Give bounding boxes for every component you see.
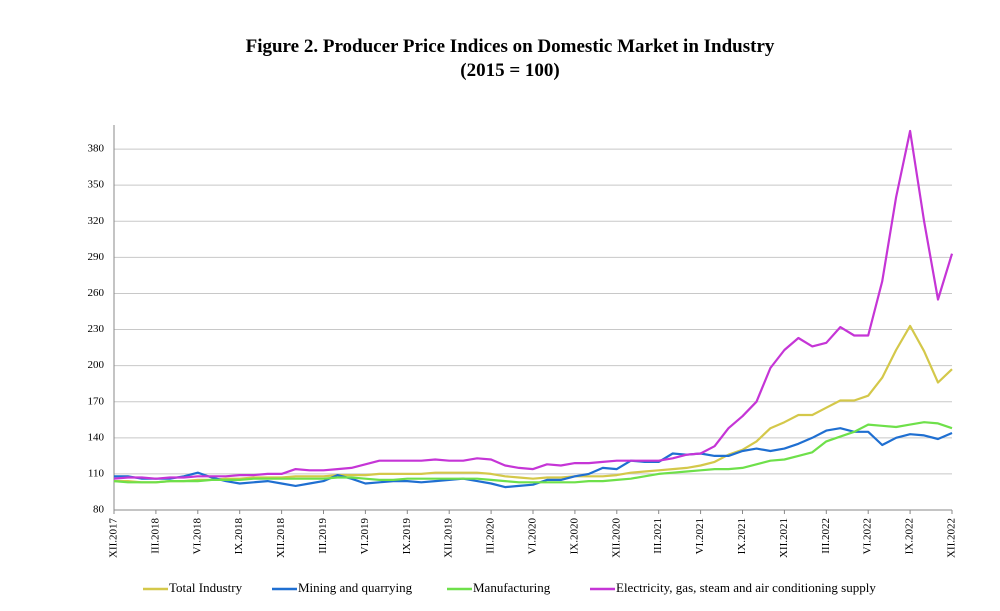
x-tick-label: VI.2020 xyxy=(527,518,539,555)
y-tick-label: 230 xyxy=(88,323,105,335)
x-tick-label: VI.2019 xyxy=(359,518,371,555)
legend-label: Manufacturing xyxy=(473,580,551,595)
x-tick-label: IX.2018 xyxy=(233,518,245,555)
chart-title: Figure 2. Producer Price Indices on Dome… xyxy=(246,36,775,57)
legend-label: Total Industry xyxy=(169,580,243,595)
x-tick-label: IX.2020 xyxy=(568,518,580,555)
y-tick-label: 170 xyxy=(88,395,105,407)
series-line xyxy=(114,427,953,489)
x-tick-label: IX.2021 xyxy=(736,518,748,554)
y-tick-label: 350 xyxy=(88,179,105,191)
x-tick-label: III.2020 xyxy=(485,518,497,554)
x-tick-label: VI.2018 xyxy=(191,518,203,555)
legend-label: Mining and quarrying xyxy=(298,580,413,595)
y-tick-label: 140 xyxy=(88,431,105,443)
x-tick-label: IX.2019 xyxy=(401,518,413,555)
series-line xyxy=(113,129,954,480)
x-tick-label: XII.2021 xyxy=(778,518,790,558)
x-tick-label: VI.2022 xyxy=(862,518,874,554)
y-tick-label: 320 xyxy=(88,215,105,227)
series-line xyxy=(114,324,953,484)
x-tick-label: XII.2017 xyxy=(108,518,120,559)
series-line xyxy=(113,421,953,484)
x-tick-label: XII.2022 xyxy=(946,518,958,558)
y-tick-label: 80 xyxy=(93,504,105,516)
legend-label: Electricity, gas, steam and air conditio… xyxy=(616,580,876,595)
y-tick-label: 290 xyxy=(88,251,105,263)
y-tick-label: 200 xyxy=(88,359,105,371)
y-tick-label: 380 xyxy=(88,143,105,155)
x-tick-label: III.2018 xyxy=(149,518,161,554)
x-tick-label: III.2021 xyxy=(652,518,664,554)
x-tick-label: III.2022 xyxy=(820,518,832,554)
y-tick-label: 260 xyxy=(88,287,105,299)
x-tick-label: VI.2021 xyxy=(694,518,706,554)
x-tick-label: III.2019 xyxy=(317,518,329,554)
x-tick-label: XII.2018 xyxy=(275,518,287,559)
x-tick-label: XII.2019 xyxy=(443,518,455,559)
chart-subtitle: (2015 = 100) xyxy=(460,60,559,81)
y-tick-label: 110 xyxy=(88,467,105,479)
x-tick-label: XII.2020 xyxy=(610,518,622,559)
x-tick-label: IX.2022 xyxy=(904,518,916,554)
